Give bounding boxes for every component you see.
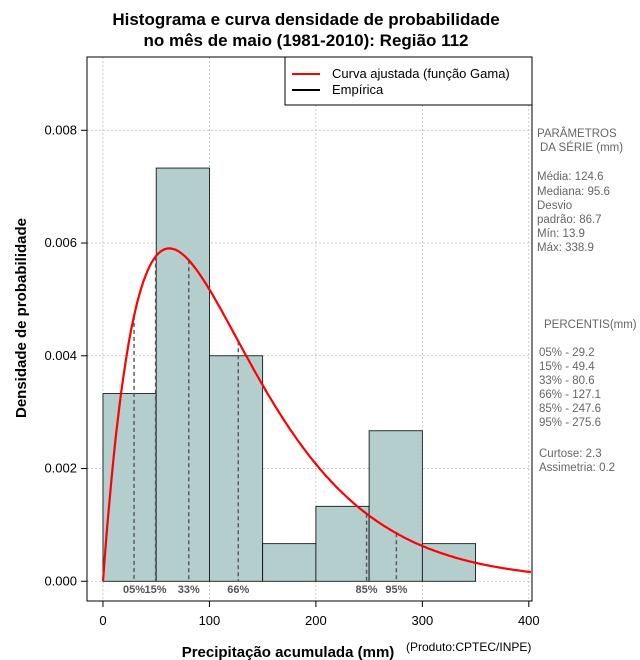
params-title-1: PARÂMETROS xyxy=(537,127,617,140)
percentile-label: 95% xyxy=(385,584,407,596)
chart-title-line1: Histograma e curva densidade de probabil… xyxy=(112,10,499,29)
y-tick-label: 0.002 xyxy=(44,461,77,476)
series-parameters-panel: PARÂMETROS DA SÉRIE (mm) Média: 124.6 Me… xyxy=(537,127,637,474)
x-tick-label: 0 xyxy=(99,613,106,628)
percentile-label: 05% xyxy=(123,584,145,596)
percentile-row: 05% - 29.2 xyxy=(539,347,595,359)
histogram-bars xyxy=(102,167,476,582)
params-title-2: DA SÉRIE (mm) xyxy=(540,141,623,154)
y-axis-label: Densidade de probabilidade xyxy=(13,218,30,418)
percentile-lines xyxy=(133,256,398,582)
x-tick-label: 200 xyxy=(305,613,327,628)
legend-box xyxy=(284,56,533,106)
legend-label-curve: Curva ajustada (função Gama) xyxy=(332,66,510,81)
legend: Curva ajustada (função Gama) Empírica xyxy=(284,56,533,106)
x-axis: 0 100 200 300 400 xyxy=(99,601,540,628)
percentile-label: 85% xyxy=(356,584,378,596)
histogram-bar xyxy=(315,505,370,582)
percentile-label: 33% xyxy=(178,584,200,596)
stat-max: Máx: 338.9 xyxy=(537,242,594,254)
percentile-row: 95% - 275.6 xyxy=(539,417,601,429)
histogram-bar xyxy=(155,167,210,582)
stat-media: Média: 124.6 xyxy=(537,171,604,183)
legend-label-empirical: Empírica xyxy=(332,82,384,97)
stat-curtose: Curtose: 2.3 xyxy=(539,448,602,460)
percentile-row: 15% - 49.4 xyxy=(539,361,595,373)
y-tick-label: 0.008 xyxy=(44,122,77,137)
percentile-row: 66% - 127.1 xyxy=(539,389,601,401)
y-axis: 0.000 0.002 0.004 0.006 0.008 xyxy=(44,122,87,588)
percentile-label: 66% xyxy=(227,584,249,596)
histogram-bar xyxy=(209,355,264,582)
gamma-curve xyxy=(101,247,532,582)
x-axis-label: Precipitação acumulada (mm) xyxy=(182,644,395,660)
y-tick-label: 0.000 xyxy=(44,573,77,588)
percentis-title: PERCENTIS(mm) xyxy=(544,319,637,331)
histogram-bar xyxy=(368,430,423,582)
y-tick-label: 0.004 xyxy=(44,348,77,363)
chart-title-line2: no mês de maio (1981-2010): Região 112 xyxy=(143,31,468,50)
stat-min: Mín: 13.9 xyxy=(537,228,585,240)
percentile-label: 15% xyxy=(145,584,167,596)
percentile-row: 33% - 80.6 xyxy=(539,375,595,387)
stat-desvio-2: padrão: 86.7 xyxy=(537,214,602,226)
percentile-row: 85% - 247.6 xyxy=(539,403,601,415)
stat-desvio-1: Desvio xyxy=(537,200,572,212)
x-tick-label: 100 xyxy=(199,613,221,628)
percentile-labels: 05% 15% 33% 66% 85% 95% xyxy=(123,584,408,596)
stat-assimetria: Assimetria: 0.2 xyxy=(539,462,615,474)
credit-text: (Produto:CPTEC/INPE) xyxy=(406,640,531,654)
x-tick-label: 400 xyxy=(518,613,540,628)
y-tick-label: 0.006 xyxy=(44,235,77,250)
x-tick-label: 300 xyxy=(411,613,433,628)
histogram-bar xyxy=(262,543,317,582)
stat-mediana: Mediana: 95.6 xyxy=(537,186,610,198)
